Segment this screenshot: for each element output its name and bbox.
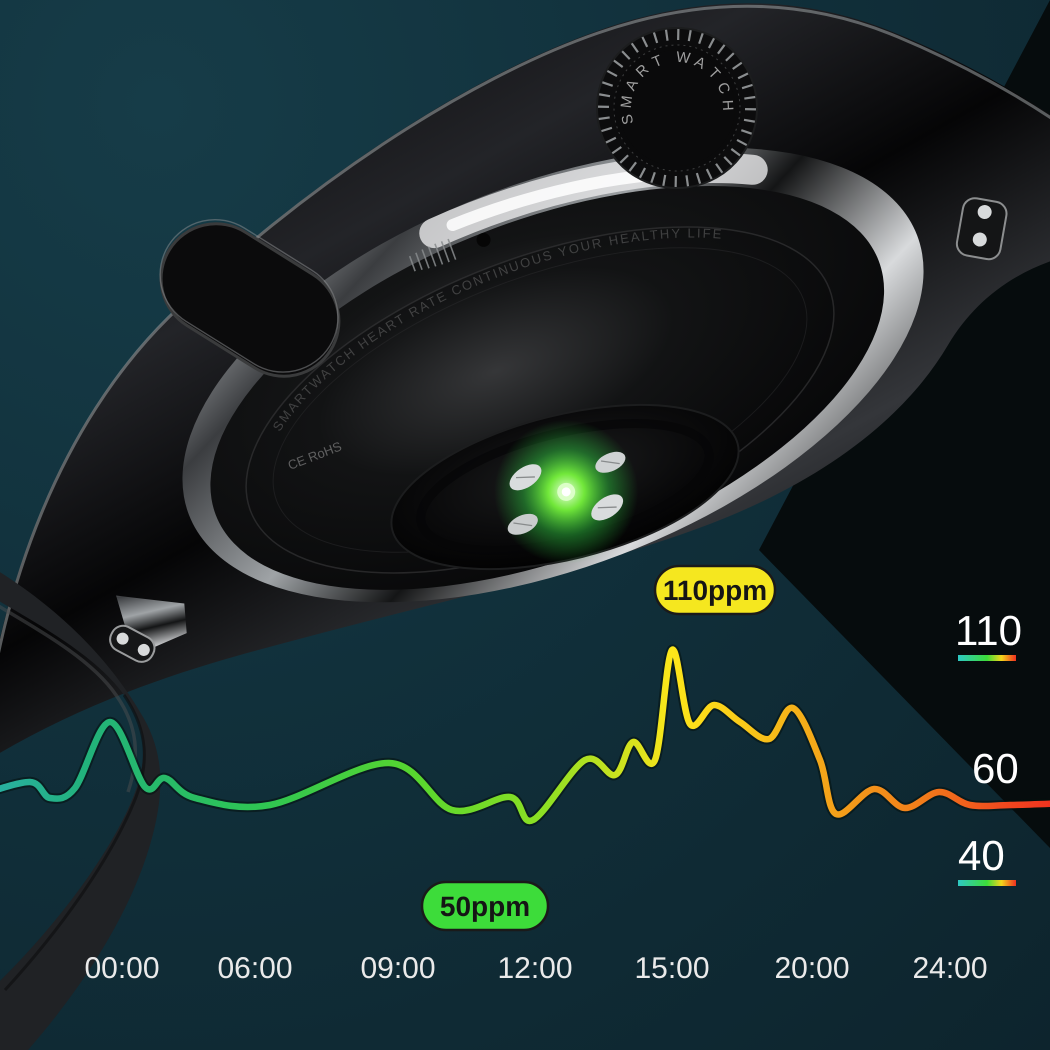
- svg-text:110: 110: [955, 607, 1022, 654]
- svg-text:60: 60: [972, 745, 1019, 792]
- svg-text:40: 40: [958, 832, 1005, 879]
- svg-text:09:00: 09:00: [360, 952, 435, 985]
- svg-text:20:00: 20:00: [774, 952, 849, 985]
- svg-text:110ppm: 110ppm: [663, 575, 767, 606]
- svg-text:00:00: 00:00: [84, 952, 159, 985]
- svg-text:06:00: 06:00: [217, 952, 292, 985]
- svg-text:12:00: 12:00: [497, 952, 572, 985]
- svg-text:24:00: 24:00: [912, 952, 987, 985]
- svg-text:15:00: 15:00: [634, 952, 709, 985]
- svg-text:50ppm: 50ppm: [440, 891, 530, 922]
- svg-text:H: H: [719, 99, 737, 111]
- svg-text:M: M: [618, 95, 636, 109]
